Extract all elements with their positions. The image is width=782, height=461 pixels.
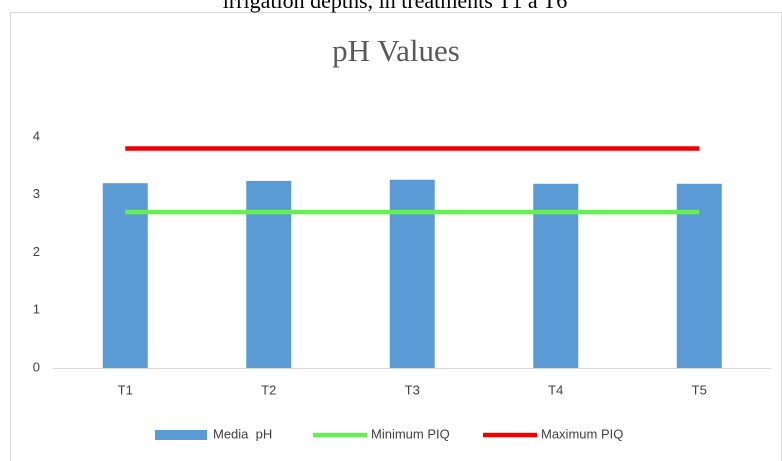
y-tick-label: 4 <box>33 128 40 143</box>
legend-label: Media pH <box>213 426 272 441</box>
y-tick-label: 0 <box>33 359 40 374</box>
chart-title: pH Values <box>332 33 460 68</box>
bar <box>389 179 435 368</box>
legend-label: Maximum PIQ <box>541 426 623 441</box>
y-tick-label: 2 <box>33 244 40 259</box>
caption: irrigation depths, in treatments T1 a T6 <box>223 0 567 13</box>
y-tick-label: 3 <box>33 186 40 201</box>
x-tick-label: T2 <box>261 382 276 397</box>
bar <box>533 183 579 368</box>
legend-label: Minimum PIQ <box>371 426 450 441</box>
legend-swatch <box>155 430 207 440</box>
x-tick-label: T4 <box>548 382 563 397</box>
bar <box>246 180 292 368</box>
x-tick-label: T1 <box>118 382 133 397</box>
x-tick-label: T5 <box>692 382 707 397</box>
y-tick-label: 1 <box>33 302 40 317</box>
bar <box>676 183 722 368</box>
x-tick-label: T3 <box>405 382 420 397</box>
